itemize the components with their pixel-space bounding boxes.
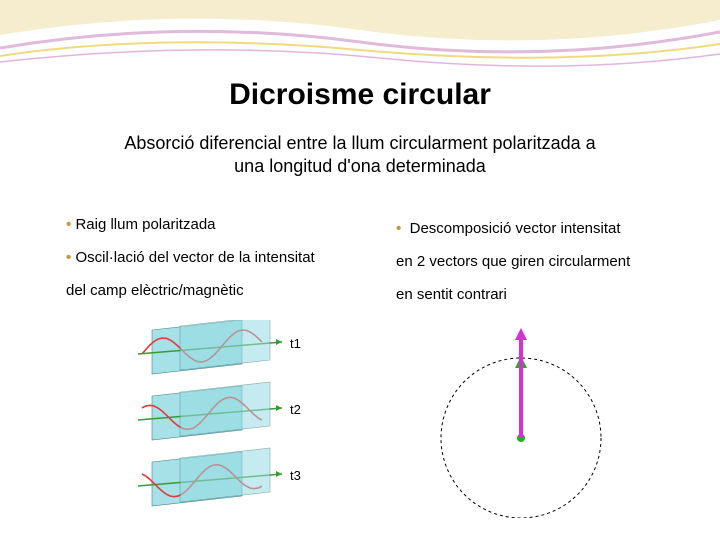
header-swirl xyxy=(0,0,720,70)
left-b2: Oscil·lació del vector de la intensitat xyxy=(75,249,314,266)
subtitle-line1: Absorció diferencial entre la llum circu… xyxy=(124,133,595,153)
right-column: • Descomposició vector intensitat en 2 v… xyxy=(396,212,696,311)
circle-diagram xyxy=(426,328,616,518)
right-b3: en sentit contrari xyxy=(396,286,507,303)
bullet-icon: • xyxy=(396,220,401,237)
left-column: • Raig llum polaritzada • Oscil·lació de… xyxy=(66,208,366,307)
bullet-icon: • xyxy=(66,216,71,233)
page-title: Dicroisme circular xyxy=(0,78,720,112)
right-b1: Descomposició vector intensitat xyxy=(410,220,621,237)
right-b2: en 2 vectors que giren circularment xyxy=(396,253,630,270)
subtitle-line2: una longitud d'ona determinada xyxy=(234,156,486,176)
wave-diagram: t1 t2 t3 xyxy=(132,320,312,520)
subtitle: Absorció diferencial entre la llum circu… xyxy=(0,132,720,179)
svg-text:t2: t2 xyxy=(290,402,301,417)
bullet-icon: • xyxy=(66,249,71,266)
svg-text:t1: t1 xyxy=(290,336,301,351)
left-b1: Raig llum polaritzada xyxy=(75,216,215,233)
left-b3: del camp elèctric/magnètic xyxy=(66,282,244,299)
svg-text:t3: t3 xyxy=(290,468,301,483)
